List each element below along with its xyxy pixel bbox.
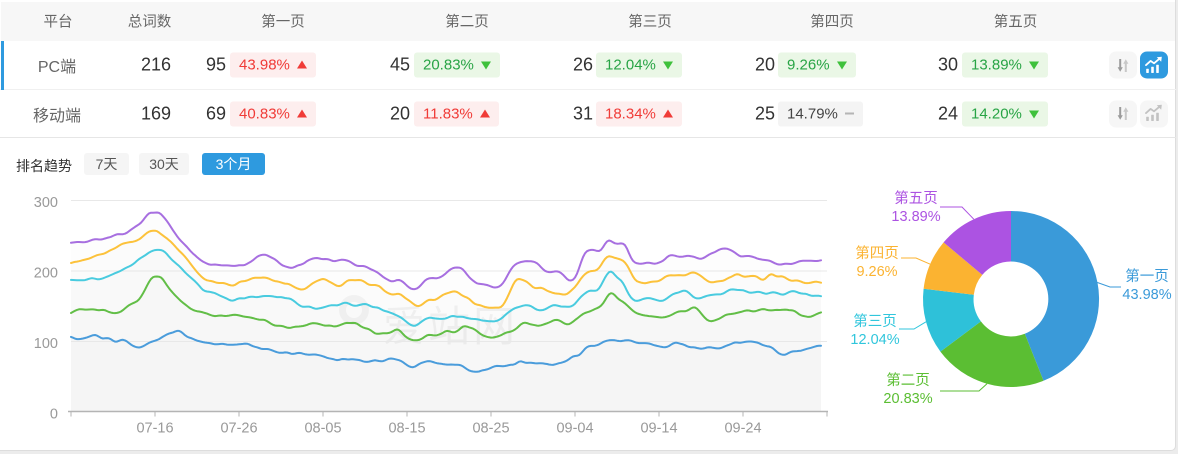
svg-text:20.83%: 20.83% [883,391,932,407]
svg-text:09-24: 09-24 [724,421,761,437]
svg-text:07-26: 07-26 [220,421,257,437]
svg-text:0: 0 [50,407,58,423]
svg-text:第四页: 第四页 [855,244,899,262]
svg-text:08-15: 08-15 [388,421,425,437]
svg-text:09-04: 09-04 [556,421,593,437]
svg-text:第一页: 第一页 [1125,267,1169,285]
svg-text:第五页: 第五页 [894,189,938,207]
svg-text:12.04%: 12.04% [850,332,899,348]
svg-text:200: 200 [34,266,58,282]
svg-text:第三页: 第三页 [853,312,897,330]
svg-text:300: 300 [34,195,58,211]
svg-text:43.98%: 43.98% [1122,287,1171,303]
svg-text:09-14: 09-14 [640,421,677,437]
svg-text:9.26%: 9.26% [856,264,897,280]
svg-text:100: 100 [34,336,58,352]
svg-text:13.89%: 13.89% [891,209,940,225]
svg-text:08-25: 08-25 [472,421,509,437]
svg-text:07-16: 07-16 [136,421,173,437]
svg-text:08-05: 08-05 [304,421,341,437]
svg-text:第二页: 第二页 [886,371,930,389]
